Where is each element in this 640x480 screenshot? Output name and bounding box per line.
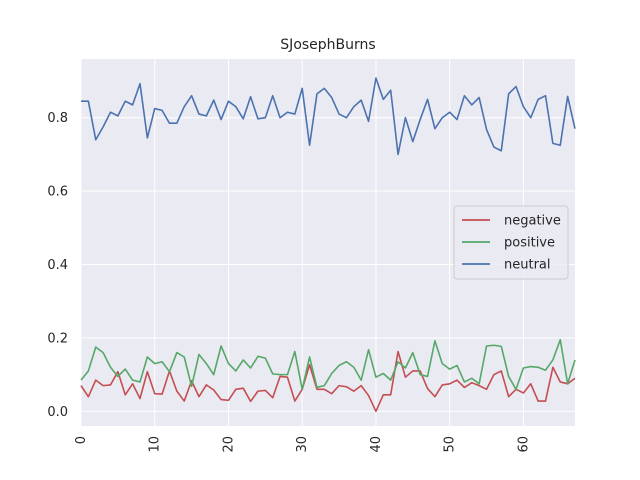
y-tick-label: 0.6	[47, 185, 68, 200]
legend-label-negative: negative	[504, 214, 561, 229]
y-tick-label: 0.8	[47, 111, 68, 126]
y-tick-label: 0.0	[47, 405, 68, 420]
y-tick-labels: 0.0 0.2 0.4 0.6 0.8	[47, 111, 68, 420]
x-tick-label: 0	[74, 436, 89, 444]
legend-box	[453, 205, 569, 280]
series-layer	[80, 77, 576, 413]
x-tick-label: 40	[369, 436, 384, 453]
legend-label-positive: positive	[504, 236, 555, 251]
legend: negative positive neutral	[453, 205, 569, 280]
y-tick-label: 0.4	[47, 258, 68, 273]
x-tick-label: 30	[295, 436, 310, 453]
x-tick-label: 50	[443, 436, 458, 453]
x-tick-labels: 0 10 20 30 40 50 60	[74, 436, 531, 453]
x-tick-label: 20	[221, 436, 236, 453]
y-tick-label: 0.2	[47, 331, 68, 346]
x-tick-label: 10	[148, 436, 163, 453]
series-line-neutral	[81, 77, 576, 156]
x-tick-label: 60	[516, 436, 531, 453]
series-line-positive	[80, 338, 576, 391]
legend-label-neutral: neutral	[504, 258, 551, 273]
series-line-negative	[80, 350, 576, 413]
chart-title: SJosephBurns	[280, 37, 375, 53]
